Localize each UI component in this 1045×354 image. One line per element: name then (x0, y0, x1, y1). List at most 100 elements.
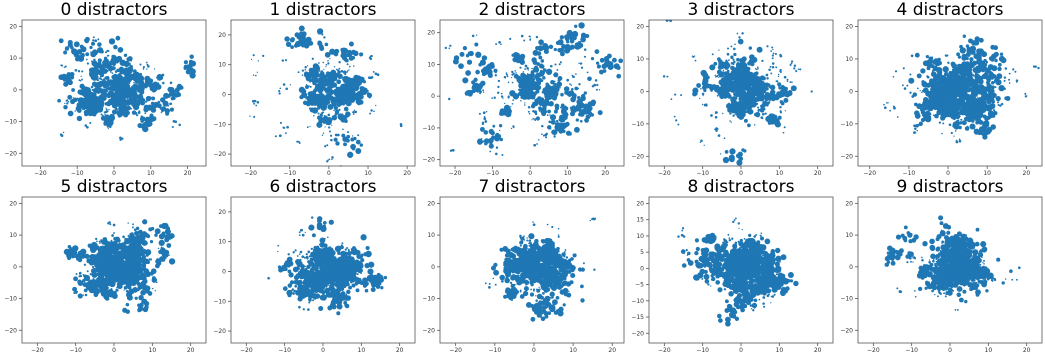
scatter-point (321, 70, 323, 73)
scatter-point (93, 87, 100, 94)
scatter-point (914, 127, 917, 130)
scatter-point (541, 124, 544, 128)
scatter-point (954, 130, 957, 132)
scatter-point (535, 84, 542, 91)
scatter-point (583, 55, 587, 58)
scatter-point (137, 305, 144, 312)
scatter-point (942, 98, 944, 100)
scatter-point (717, 134, 721, 137)
scatter-point (973, 69, 975, 71)
scatter-points (63, 219, 176, 314)
scatter-point (699, 141, 702, 143)
scatter-point (350, 77, 355, 82)
scatter-point (567, 80, 569, 82)
scatter-point (142, 97, 145, 100)
scatter-points (249, 25, 403, 167)
y-tick-label: 10 (636, 56, 644, 63)
scatter-point (298, 142, 301, 144)
scatter-point (158, 250, 163, 255)
scatter-point (340, 69, 344, 73)
scatter-point (974, 67, 978, 71)
scatter-point (730, 55, 734, 59)
scatter-point (703, 82, 710, 89)
scatter-panel: 5 distractors −20 −10 0 10 20 −20 −10 0 10 20 (0, 177, 209, 354)
scatter-point (96, 240, 98, 243)
scatter-point (100, 85, 103, 87)
scatter-point (160, 111, 163, 114)
scatter-point (131, 226, 134, 229)
scatter-point (590, 56, 595, 61)
scatter-point (163, 249, 170, 256)
scatter-point (540, 111, 543, 114)
scatter-point (607, 61, 614, 68)
scatter-point (777, 115, 782, 120)
scatter-point (81, 97, 87, 103)
scatter-point (597, 110, 603, 116)
scatter-point (710, 89, 713, 93)
scatter-point (114, 81, 119, 86)
scatter-point (550, 119, 556, 125)
scatter-point (140, 289, 146, 296)
scatter-point (512, 99, 515, 101)
scatter-point (541, 133, 543, 136)
scatter-point (145, 100, 148, 103)
scatter-point (451, 148, 454, 152)
scatter-point (359, 143, 363, 147)
scatter-point (506, 75, 509, 78)
scatter-point (558, 128, 564, 134)
scatter-point (105, 87, 109, 90)
scatter-point (931, 73, 934, 76)
scatter-point (761, 117, 764, 120)
scatter-point (511, 70, 514, 74)
scatter-point (942, 122, 945, 125)
scatter-point (983, 63, 988, 67)
scatter-point (346, 134, 351, 139)
scatter-point (146, 68, 148, 70)
scatter-point (172, 119, 176, 123)
scatter-point (317, 40, 323, 47)
scatter-point (771, 65, 775, 69)
scatter-point (557, 39, 564, 46)
scatter-point (751, 91, 757, 97)
scatter-point (716, 94, 719, 97)
scatter-point (93, 104, 95, 106)
scatter-point (602, 69, 607, 73)
scatter-point (587, 101, 593, 107)
scatter-point (285, 132, 287, 135)
scatter-point (329, 139, 332, 141)
scatter-point (117, 47, 124, 53)
scatter-point (991, 87, 995, 90)
scatter-point (325, 66, 327, 68)
scatter-point (739, 108, 746, 115)
scatter-point (101, 97, 103, 100)
scatter-point (322, 73, 324, 76)
scatter-point (666, 75, 669, 78)
scatter-point (959, 103, 961, 106)
scatter-point (130, 59, 133, 62)
scatter-point (732, 114, 735, 117)
x-tick-label: 0 (739, 170, 743, 177)
scatter-point (478, 62, 483, 67)
scatter-point (340, 99, 342, 102)
scatter-point (353, 136, 357, 141)
scatter-point (944, 109, 949, 114)
scatter-point (967, 63, 970, 66)
scatter-point (930, 56, 934, 59)
scatter-point (119, 136, 122, 140)
x-tick-label: 10 (564, 170, 572, 177)
scatter-point (305, 72, 307, 74)
scatter-point (1024, 93, 1027, 95)
scatter-point (63, 50, 68, 55)
scatter-point (782, 131, 785, 134)
scatter-point (536, 51, 542, 56)
scatter-point (94, 85, 96, 88)
scatter-point (93, 292, 99, 298)
scatter-point (511, 81, 514, 84)
scatter-point (749, 105, 753, 108)
scatter-point (328, 158, 331, 161)
scatter-point (722, 156, 730, 164)
scatter-point (488, 128, 494, 135)
scatter-point (928, 94, 934, 100)
scatter-point (700, 69, 707, 77)
